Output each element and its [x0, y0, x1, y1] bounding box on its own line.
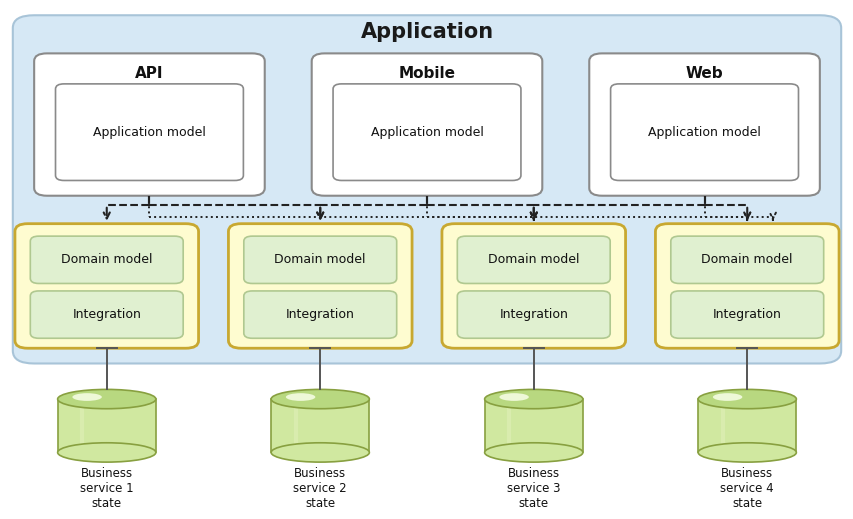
FancyBboxPatch shape: [670, 236, 822, 283]
FancyBboxPatch shape: [244, 236, 397, 283]
Ellipse shape: [485, 389, 582, 409]
FancyBboxPatch shape: [655, 224, 838, 348]
FancyBboxPatch shape: [55, 84, 243, 181]
Ellipse shape: [286, 393, 315, 401]
FancyBboxPatch shape: [442, 224, 624, 348]
Ellipse shape: [270, 443, 369, 462]
Text: Domain model: Domain model: [700, 253, 792, 266]
FancyBboxPatch shape: [457, 236, 609, 283]
FancyBboxPatch shape: [31, 236, 183, 283]
Text: Business
service 1
state: Business service 1 state: [80, 467, 133, 510]
Text: Domain model: Domain model: [274, 253, 366, 266]
Text: Integration: Integration: [712, 308, 780, 321]
Text: Integration: Integration: [73, 308, 141, 321]
Text: Domain model: Domain model: [61, 253, 153, 266]
Ellipse shape: [712, 393, 741, 401]
Ellipse shape: [58, 443, 156, 462]
FancyBboxPatch shape: [34, 53, 264, 196]
Bar: [485, 399, 582, 453]
FancyBboxPatch shape: [589, 53, 819, 196]
Ellipse shape: [698, 443, 796, 462]
Text: Business
service 4
state: Business service 4 state: [720, 467, 773, 510]
FancyBboxPatch shape: [311, 53, 542, 196]
Text: Mobile: Mobile: [398, 66, 455, 81]
Ellipse shape: [698, 389, 796, 409]
Text: Application: Application: [360, 21, 493, 42]
Text: Application model: Application model: [93, 126, 206, 139]
Bar: [698, 399, 795, 453]
Bar: [58, 399, 155, 453]
Ellipse shape: [73, 393, 102, 401]
Bar: [271, 399, 369, 453]
FancyBboxPatch shape: [15, 224, 198, 348]
FancyBboxPatch shape: [31, 291, 183, 338]
Ellipse shape: [499, 393, 528, 401]
Text: Domain model: Domain model: [487, 253, 579, 266]
Text: Integration: Integration: [499, 308, 567, 321]
FancyBboxPatch shape: [229, 224, 412, 348]
Ellipse shape: [485, 443, 582, 462]
Text: Application model: Application model: [647, 126, 760, 139]
Text: Integration: Integration: [286, 308, 354, 321]
FancyBboxPatch shape: [670, 291, 822, 338]
Text: Application model: Application model: [370, 126, 483, 139]
Ellipse shape: [58, 389, 156, 409]
Text: Business
service 2
state: Business service 2 state: [293, 467, 346, 510]
Text: Web: Web: [685, 66, 722, 81]
Ellipse shape: [270, 389, 369, 409]
FancyBboxPatch shape: [333, 84, 520, 181]
Text: API: API: [135, 66, 164, 81]
FancyBboxPatch shape: [244, 291, 397, 338]
FancyBboxPatch shape: [610, 84, 798, 181]
FancyBboxPatch shape: [457, 291, 609, 338]
FancyBboxPatch shape: [13, 15, 840, 363]
Text: Business
service 3
state: Business service 3 state: [507, 467, 560, 510]
